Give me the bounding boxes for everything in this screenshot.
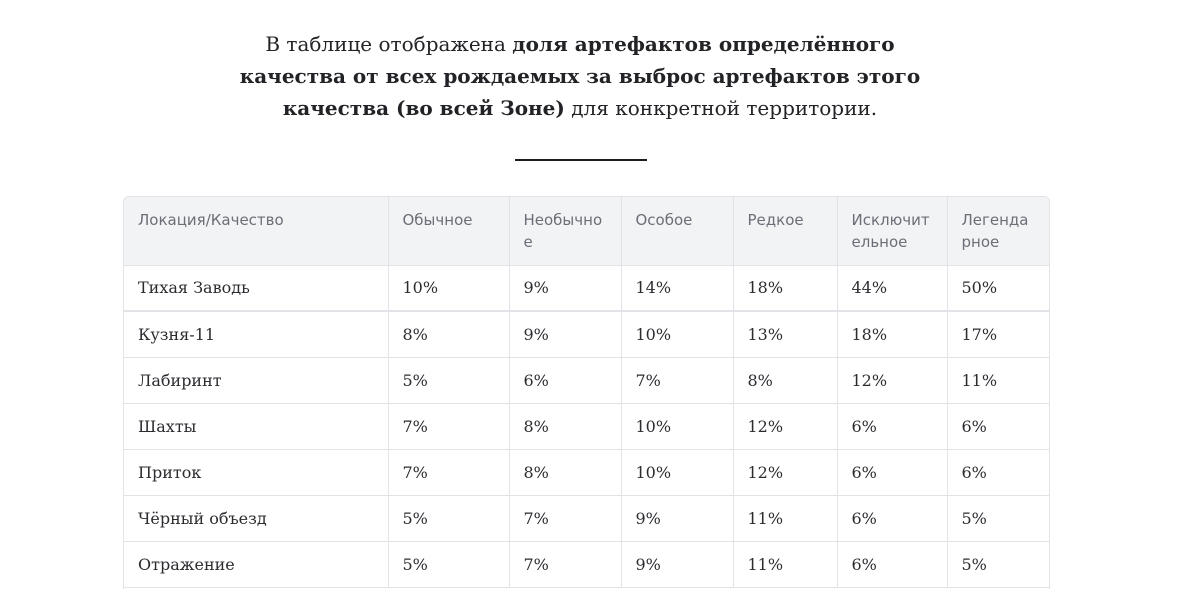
cell-common: 5% [387,357,509,404]
cell-special: 10% [620,449,733,496]
cell-exceptional: 44% [836,265,947,312]
cell-rare: 11% [732,495,837,542]
cell-location: Шахты [124,403,388,450]
cell-exceptional: 6% [836,495,947,542]
intro-text-start: В таблице отображена [265,32,513,56]
cell-location: Кузня-11 [124,311,388,358]
cell-rare: 13% [732,311,837,358]
cell-legendary: 5% [946,495,1049,542]
cell-common: 7% [387,449,509,496]
cell-exceptional: 12% [836,357,947,404]
cell-uncommon: 8% [508,449,621,496]
cell-rare: 18% [732,265,837,312]
cell-special: 9% [620,541,733,588]
cell-location: Тихая Заводь [124,265,388,312]
section-divider [515,159,647,161]
cell-location: Чёрный объезд [124,495,388,542]
cell-uncommon: 9% [508,265,621,312]
cell-common: 10% [387,265,509,312]
cell-legendary: 6% [946,403,1049,450]
cell-common: 5% [387,541,509,588]
table-header-row: Локация/Качество Обычное Необычное Особо… [124,197,1049,266]
header-location-quality: Локация/Качество [124,197,388,266]
intro-text-end: для конкретной территории. [564,96,878,120]
header-special: Особое [620,197,733,266]
cell-common: 8% [387,311,509,358]
intro-text: В таблице отображена доля артефактов опр… [210,28,950,124]
cell-special: 9% [620,495,733,542]
cell-legendary: 17% [946,311,1049,358]
cell-special: 10% [620,311,733,358]
cell-legendary: 5% [946,541,1049,588]
cell-rare: 12% [732,403,837,450]
cell-legendary: 11% [946,357,1049,404]
table-row: Шахты 7% 8% 10% 12% 6% 6% [124,403,1049,450]
cell-common: 5% [387,495,509,542]
cell-location: Приток [124,449,388,496]
header-uncommon: Необычное [508,197,621,266]
cell-common: 7% [387,403,509,450]
cell-location: Отражение [124,541,388,588]
header-rare: Редкое [732,197,837,266]
cell-uncommon: 7% [508,495,621,542]
cell-location: Лабиринт [124,357,388,404]
table-row: Тихая Заводь 10% 9% 14% 18% 44% 50% [124,265,1049,312]
table-row: Отражение 5% 7% 9% 11% 6% 5% [124,541,1049,588]
cell-uncommon: 6% [508,357,621,404]
intro-text-bold: доля артефактов определённого качества о… [239,32,921,120]
cell-special: 10% [620,403,733,450]
cell-exceptional: 18% [836,311,947,358]
artifact-share-table: Локация/Качество Обычное Необычное Особо… [124,197,1049,588]
table-row: Чёрный объезд 5% 7% 9% 11% 6% 5% [124,495,1049,542]
cell-rare: 8% [732,357,837,404]
cell-exceptional: 6% [836,541,947,588]
cell-legendary: 6% [946,449,1049,496]
cell-rare: 12% [732,449,837,496]
header-exceptional: Исключительное [836,197,947,266]
table-row: Лабиринт 5% 6% 7% 8% 12% 11% [124,357,1049,404]
cell-rare: 11% [732,541,837,588]
cell-uncommon: 7% [508,541,621,588]
cell-uncommon: 8% [508,403,621,450]
cell-uncommon: 9% [508,311,621,358]
header-common: Обычное [387,197,509,266]
table-container: Локация/Качество Обычное Необычное Особо… [123,196,1050,589]
table-row: Кузня-11 8% 9% 10% 13% 18% 17% [124,311,1049,358]
cell-exceptional: 6% [836,403,947,450]
cell-legendary: 50% [946,265,1049,312]
cell-exceptional: 6% [836,449,947,496]
cell-special: 7% [620,357,733,404]
table-row: Приток 7% 8% 10% 12% 6% 6% [124,449,1049,496]
header-legendary: Легендарное [946,197,1049,266]
cell-special: 14% [620,265,733,312]
